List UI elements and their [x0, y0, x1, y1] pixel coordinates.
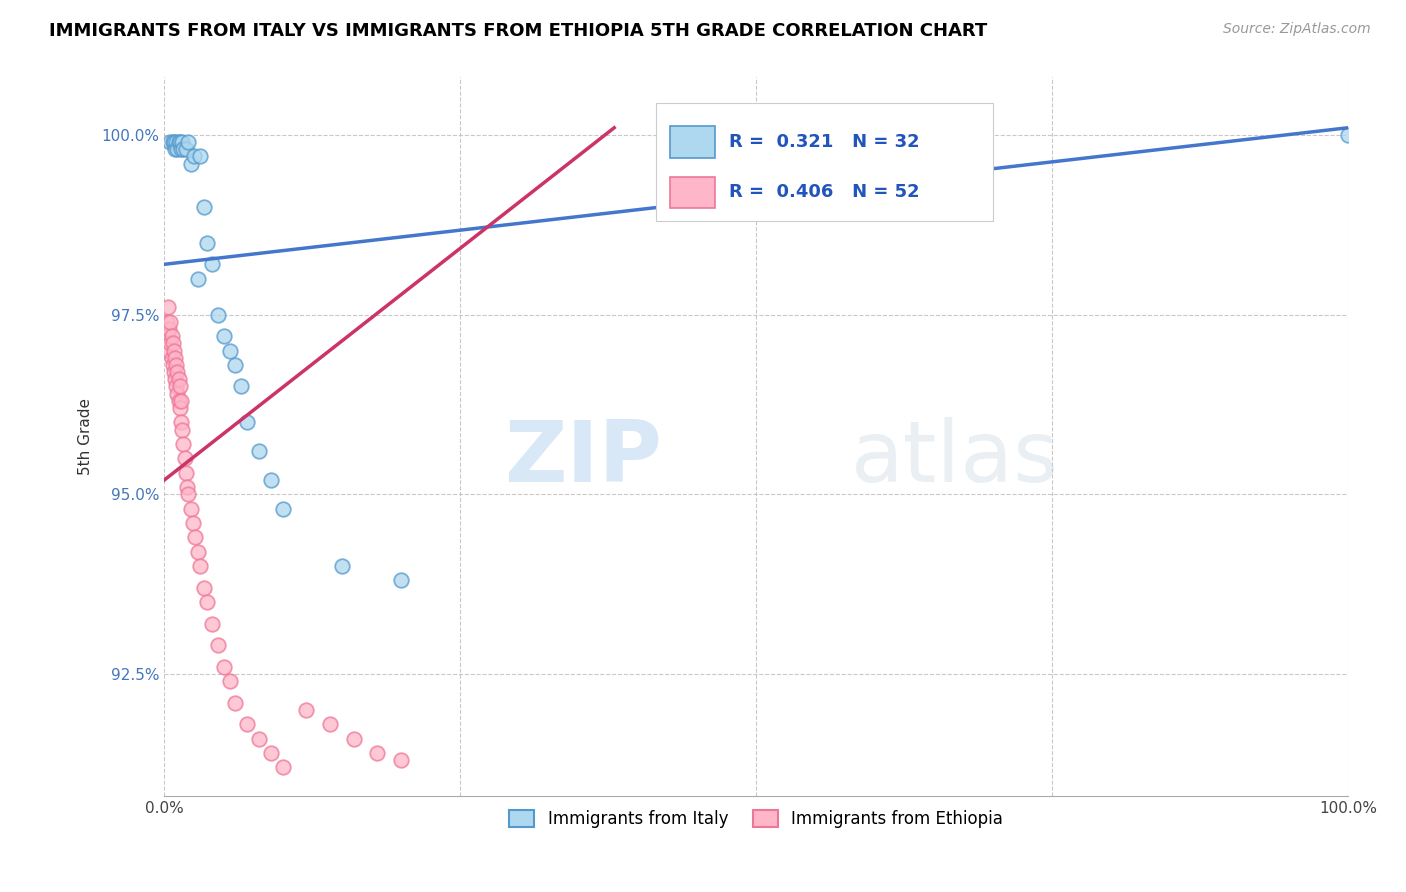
Point [187, 545, 209, 559]
Bar [669, 127, 714, 158]
Point [271, 501, 294, 516]
Point [166, 386, 188, 401]
Point [165, 372, 187, 386]
Point [169, 379, 191, 393]
Point [183, 149, 205, 163]
Point [170, 142, 193, 156]
Point [389, 753, 412, 767]
Point [167, 372, 190, 386]
Point [169, 135, 191, 149]
Point [295, 703, 318, 717]
Point [165, 142, 187, 156]
Point [167, 393, 190, 408]
Point [193, 200, 215, 214]
Point [218, 343, 240, 358]
Point [165, 351, 187, 365]
Point [201, 616, 224, 631]
Point [319, 717, 342, 731]
Point [159, 135, 181, 149]
Point [172, 423, 194, 437]
Point [195, 235, 218, 250]
Point [163, 365, 186, 379]
Point [224, 358, 246, 372]
Bar [669, 177, 714, 208]
Point [173, 451, 195, 466]
Point [159, 336, 181, 351]
Point [165, 379, 187, 393]
Point [271, 760, 294, 774]
Point [167, 135, 190, 149]
Point [212, 659, 235, 673]
Point [162, 135, 184, 149]
Point [160, 351, 183, 365]
Point [179, 156, 201, 170]
Point [389, 574, 412, 588]
Point [188, 559, 211, 574]
Point [156, 315, 179, 329]
Text: R =  0.321   N = 32: R = 0.321 N = 32 [728, 133, 920, 151]
Point [236, 717, 259, 731]
Legend: Immigrants from Italy, Immigrants from Ethiopia: Immigrants from Italy, Immigrants from E… [502, 803, 1010, 835]
Text: atlas: atlas [851, 417, 1059, 500]
Point [218, 674, 240, 689]
Point [224, 696, 246, 710]
Point [166, 365, 188, 379]
Point [366, 746, 388, 760]
Point [195, 595, 218, 609]
FancyBboxPatch shape [655, 103, 993, 221]
Point [330, 559, 353, 574]
Point [170, 393, 193, 408]
Point [157, 322, 180, 336]
Y-axis label: 5th Grade: 5th Grade [79, 398, 93, 475]
Point [174, 466, 197, 480]
Point [166, 142, 188, 156]
Point [207, 638, 229, 652]
Text: ZIP: ZIP [503, 417, 662, 500]
Point [212, 329, 235, 343]
Point [236, 416, 259, 430]
Point [188, 149, 211, 163]
Point [163, 135, 186, 149]
Point [177, 487, 200, 501]
Point [165, 135, 187, 149]
Point [184, 530, 207, 544]
Point [169, 401, 191, 415]
Point [163, 343, 186, 358]
Point [260, 473, 283, 487]
Point [201, 257, 224, 271]
Point [181, 516, 204, 530]
Point [231, 379, 253, 393]
Point [159, 315, 181, 329]
Point [177, 135, 200, 149]
Point [170, 416, 193, 430]
Point [165, 358, 187, 372]
Point [160, 329, 183, 343]
Point [260, 746, 283, 760]
Point [247, 444, 270, 458]
Point [156, 301, 179, 315]
Point [187, 271, 209, 285]
Point [172, 142, 194, 156]
Point [174, 142, 197, 156]
Point [162, 358, 184, 372]
Point [172, 437, 194, 451]
Text: R =  0.406   N = 52: R = 0.406 N = 52 [728, 184, 920, 202]
Point [176, 480, 198, 494]
Point [162, 336, 184, 351]
Point [179, 501, 201, 516]
Point [193, 581, 215, 595]
Point [157, 343, 180, 358]
Point [1337, 128, 1360, 142]
Point [172, 135, 194, 149]
Point [207, 308, 229, 322]
Point [247, 731, 270, 746]
Point [343, 731, 366, 746]
Point [156, 329, 179, 343]
Text: IMMIGRANTS FROM ITALY VS IMMIGRANTS FROM ETHIOPIA 5TH GRADE CORRELATION CHART: IMMIGRANTS FROM ITALY VS IMMIGRANTS FROM… [49, 22, 987, 40]
Text: Source: ZipAtlas.com: Source: ZipAtlas.com [1223, 22, 1371, 37]
